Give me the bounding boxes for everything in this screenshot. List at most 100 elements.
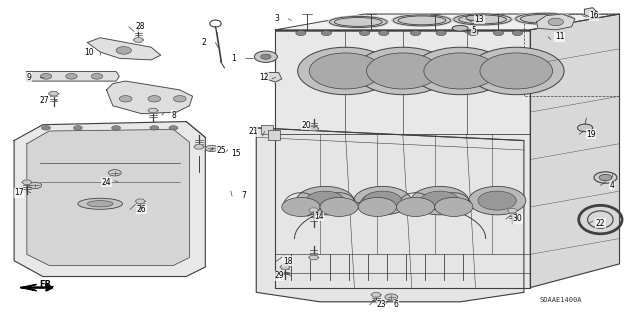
Polygon shape bbox=[308, 208, 319, 212]
Text: 12: 12 bbox=[259, 73, 269, 82]
FancyBboxPatch shape bbox=[268, 130, 280, 140]
Circle shape bbox=[410, 31, 420, 35]
Circle shape bbox=[364, 191, 401, 210]
Text: 30: 30 bbox=[513, 214, 522, 223]
Circle shape bbox=[385, 294, 397, 300]
Polygon shape bbox=[531, 14, 620, 287]
Text: 13: 13 bbox=[474, 15, 484, 24]
Circle shape bbox=[435, 197, 473, 216]
Polygon shape bbox=[308, 126, 319, 131]
Circle shape bbox=[396, 197, 435, 216]
Circle shape bbox=[66, 73, 77, 79]
Circle shape bbox=[468, 31, 478, 35]
Circle shape bbox=[548, 18, 563, 26]
Polygon shape bbox=[275, 30, 531, 287]
Ellipse shape bbox=[392, 14, 452, 26]
Polygon shape bbox=[27, 130, 189, 265]
Text: 23: 23 bbox=[376, 300, 386, 309]
Circle shape bbox=[436, 31, 446, 35]
Text: 24: 24 bbox=[102, 178, 111, 187]
Circle shape bbox=[42, 126, 51, 130]
Ellipse shape bbox=[88, 201, 113, 207]
Circle shape bbox=[480, 53, 552, 89]
Text: 28: 28 bbox=[136, 22, 145, 31]
Text: 21: 21 bbox=[248, 127, 258, 136]
Circle shape bbox=[379, 31, 389, 35]
Polygon shape bbox=[508, 209, 518, 213]
Circle shape bbox=[148, 96, 161, 102]
Circle shape bbox=[260, 54, 271, 59]
Polygon shape bbox=[27, 71, 119, 81]
Text: 15: 15 bbox=[231, 149, 241, 158]
Text: 1: 1 bbox=[232, 54, 236, 63]
Circle shape bbox=[594, 172, 617, 183]
Circle shape bbox=[150, 126, 159, 130]
Text: 18: 18 bbox=[283, 257, 292, 266]
Ellipse shape bbox=[514, 13, 575, 25]
Text: 26: 26 bbox=[137, 205, 147, 214]
Circle shape bbox=[321, 31, 332, 35]
Circle shape bbox=[111, 126, 120, 130]
Text: 16: 16 bbox=[589, 11, 599, 20]
Polygon shape bbox=[106, 81, 193, 114]
Text: 14: 14 bbox=[314, 212, 324, 221]
Circle shape bbox=[116, 47, 131, 54]
Polygon shape bbox=[14, 122, 205, 277]
Text: 25: 25 bbox=[216, 146, 226, 155]
Circle shape bbox=[468, 186, 526, 215]
Text: 6: 6 bbox=[394, 300, 398, 309]
Text: 29: 29 bbox=[275, 271, 284, 280]
Circle shape bbox=[577, 124, 593, 132]
Ellipse shape bbox=[452, 26, 468, 31]
Polygon shape bbox=[135, 199, 145, 204]
Circle shape bbox=[367, 53, 439, 89]
Text: 22: 22 bbox=[596, 219, 605, 228]
Circle shape bbox=[92, 73, 102, 79]
Circle shape bbox=[173, 96, 186, 102]
Polygon shape bbox=[88, 38, 161, 60]
Circle shape bbox=[420, 191, 459, 210]
Polygon shape bbox=[275, 14, 620, 30]
Text: 19: 19 bbox=[586, 130, 596, 139]
Circle shape bbox=[360, 31, 370, 35]
Circle shape bbox=[282, 197, 320, 216]
Circle shape bbox=[306, 191, 344, 210]
Circle shape bbox=[599, 174, 612, 181]
Polygon shape bbox=[194, 145, 204, 149]
Text: 2: 2 bbox=[202, 38, 207, 47]
Circle shape bbox=[296, 31, 306, 35]
Circle shape bbox=[40, 73, 52, 79]
Text: SDAAE1400A: SDAAE1400A bbox=[540, 297, 582, 303]
Text: 10: 10 bbox=[84, 48, 94, 57]
Text: 7: 7 bbox=[241, 191, 246, 200]
Polygon shape bbox=[133, 38, 143, 42]
Circle shape bbox=[513, 31, 523, 35]
Polygon shape bbox=[308, 255, 319, 260]
Text: FR.: FR. bbox=[40, 280, 55, 289]
Text: 9: 9 bbox=[26, 73, 31, 82]
Polygon shape bbox=[49, 92, 59, 96]
Polygon shape bbox=[584, 8, 599, 19]
Ellipse shape bbox=[466, 15, 480, 20]
Text: 20: 20 bbox=[301, 121, 311, 130]
Circle shape bbox=[254, 51, 277, 63]
Circle shape bbox=[493, 31, 504, 35]
Circle shape bbox=[298, 47, 394, 95]
Text: 17: 17 bbox=[15, 188, 24, 197]
Ellipse shape bbox=[328, 16, 388, 28]
Polygon shape bbox=[537, 14, 575, 30]
Text: 3: 3 bbox=[274, 14, 279, 23]
Circle shape bbox=[296, 186, 354, 215]
Text: 27: 27 bbox=[40, 96, 49, 105]
Circle shape bbox=[74, 126, 83, 130]
Polygon shape bbox=[266, 72, 282, 82]
Polygon shape bbox=[20, 287, 36, 291]
Ellipse shape bbox=[452, 13, 513, 26]
Circle shape bbox=[29, 182, 42, 189]
FancyBboxPatch shape bbox=[261, 125, 273, 134]
Polygon shape bbox=[22, 180, 32, 184]
Circle shape bbox=[354, 186, 411, 215]
Text: 8: 8 bbox=[171, 111, 176, 120]
Circle shape bbox=[424, 53, 497, 89]
Polygon shape bbox=[280, 265, 290, 269]
